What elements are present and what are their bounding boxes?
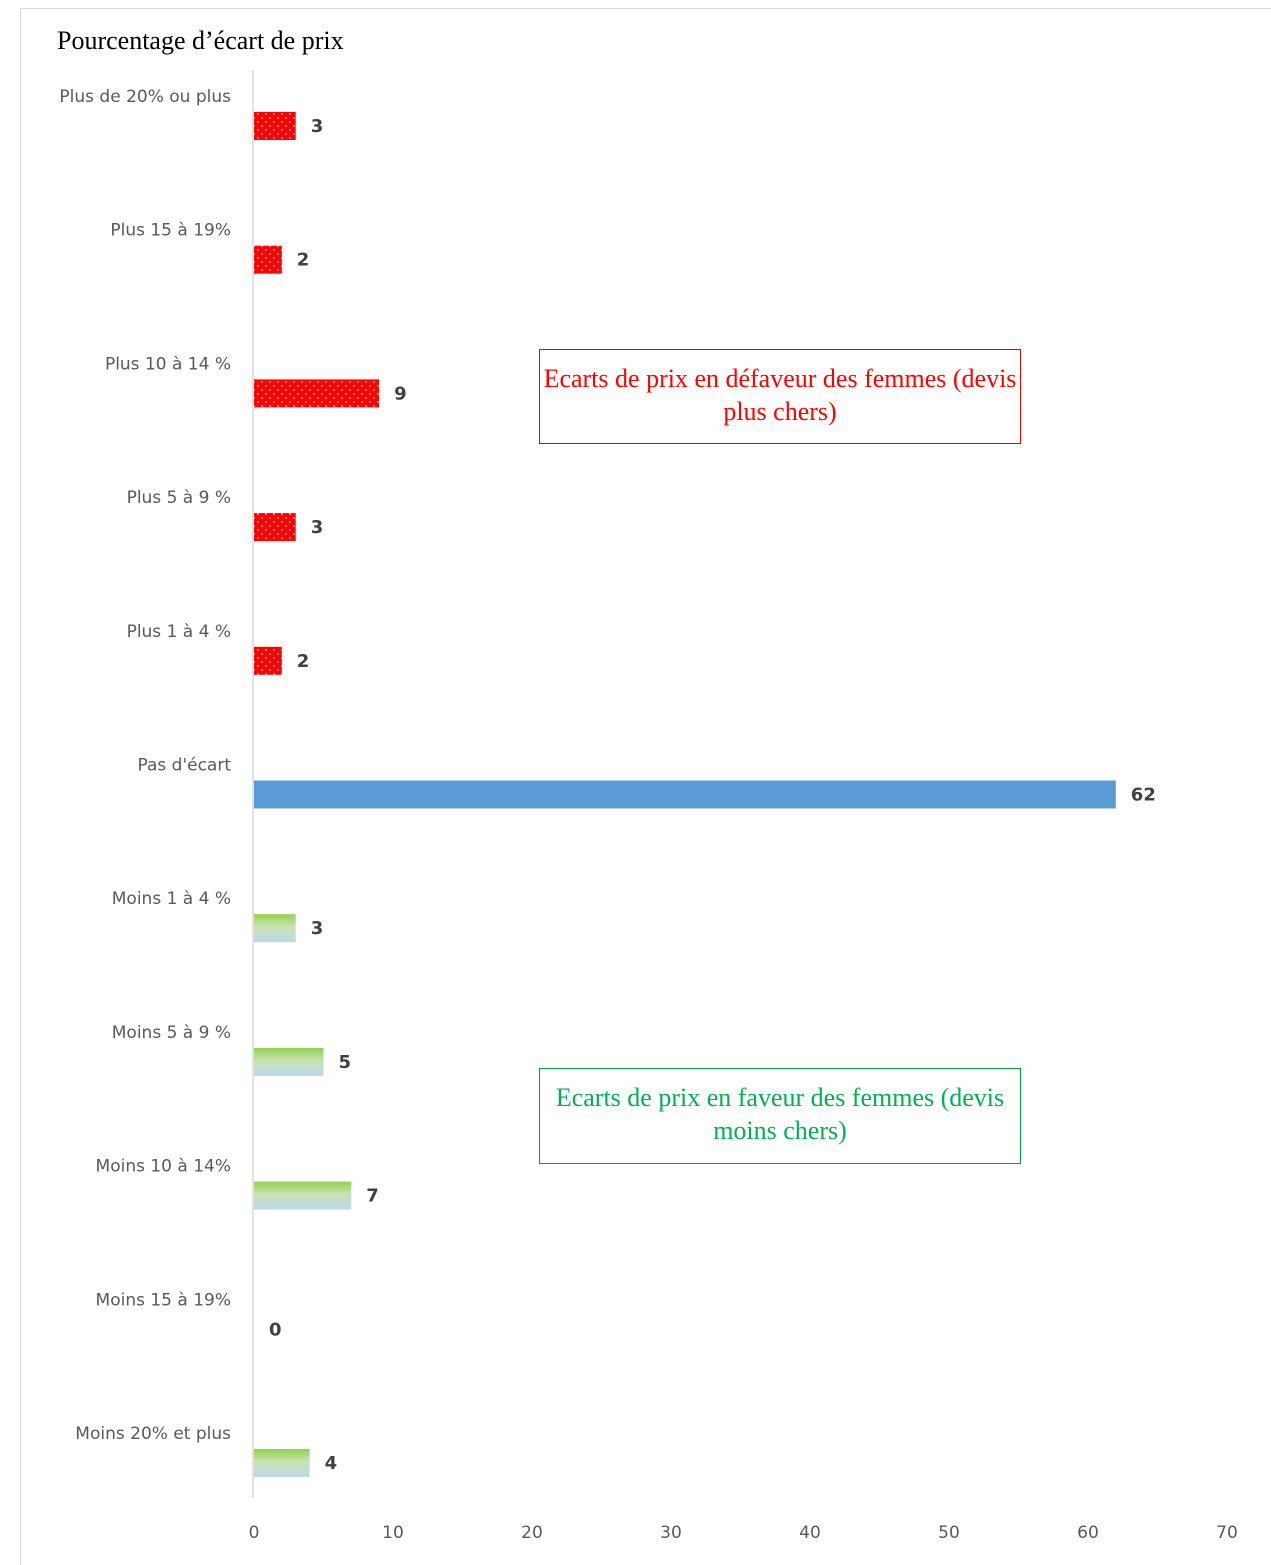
category-label: Moins 10 à 14% bbox=[96, 1157, 231, 1177]
bar bbox=[254, 1181, 352, 1210]
x-tick-label: 50 bbox=[938, 1523, 960, 1543]
category-label: Pas d'écart bbox=[137, 756, 231, 776]
bar bbox=[254, 646, 282, 675]
annotation-unfavorable: Ecarts de prix en défaveur des femmes (d… bbox=[539, 349, 1021, 444]
category-label: Moins 20% et plus bbox=[75, 1424, 231, 1444]
x-tick-label: 60 bbox=[1077, 1523, 1099, 1543]
value-label: 3 bbox=[311, 918, 324, 939]
annotation-favorable: Ecarts de prix en faveur des femmes (dev… bbox=[539, 1068, 1021, 1164]
x-tick-label: 40 bbox=[799, 1523, 821, 1543]
category-label: Plus de 20% ou plus bbox=[59, 87, 231, 107]
bar bbox=[254, 513, 296, 542]
bar bbox=[254, 914, 296, 943]
category-label: Plus 1 à 4 % bbox=[127, 622, 231, 642]
bar bbox=[254, 112, 296, 140]
value-label: 4 bbox=[325, 1453, 338, 1474]
chart-title: Pourcentage d’écart de prix bbox=[57, 26, 344, 55]
bar bbox=[254, 1449, 310, 1477]
value-label: 3 bbox=[311, 517, 324, 538]
value-label: 2 bbox=[297, 250, 310, 271]
bar bbox=[254, 1047, 324, 1076]
bar bbox=[254, 780, 1116, 809]
x-tick-label: 20 bbox=[521, 1523, 543, 1543]
bar bbox=[254, 245, 282, 274]
value-label: 2 bbox=[297, 651, 310, 672]
value-label: 62 bbox=[1131, 785, 1156, 806]
category-label: Plus 15 à 19% bbox=[110, 221, 231, 241]
x-tick-label: 30 bbox=[660, 1523, 682, 1543]
x-tick-label: 70 bbox=[1216, 1523, 1238, 1543]
category-label: Plus 10 à 14 % bbox=[105, 354, 231, 374]
category-label: Moins 15 à 19% bbox=[96, 1290, 231, 1310]
value-label: 9 bbox=[394, 383, 407, 404]
value-label: 0 bbox=[269, 1319, 282, 1340]
x-tick-label: 0 bbox=[249, 1523, 260, 1543]
category-label: Plus 5 à 9 % bbox=[127, 488, 231, 508]
value-label: 7 bbox=[366, 1186, 379, 1207]
category-label: Moins 5 à 9 % bbox=[112, 1023, 231, 1043]
x-tick-label: 10 bbox=[382, 1523, 404, 1543]
bar bbox=[254, 379, 380, 408]
category-label: Moins 1 à 4 % bbox=[112, 889, 231, 909]
value-label: 3 bbox=[311, 116, 324, 137]
value-label: 5 bbox=[339, 1052, 352, 1073]
